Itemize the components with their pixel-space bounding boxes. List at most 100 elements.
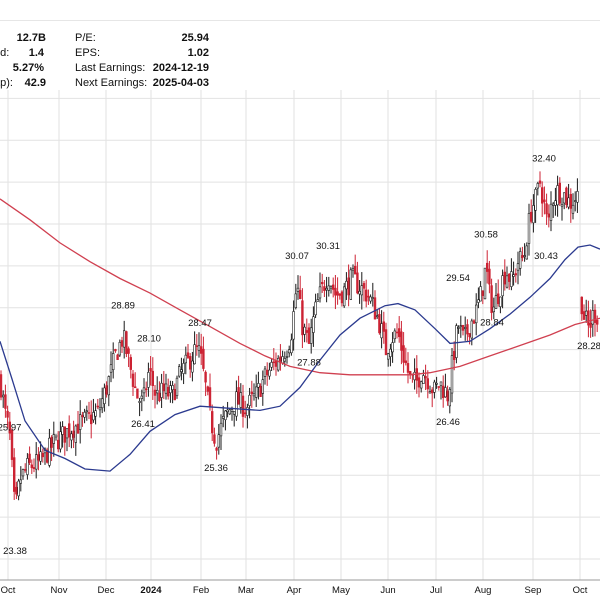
candle-body	[516, 263, 520, 271]
candle-body	[316, 299, 319, 302]
candle-body	[246, 407, 249, 416]
candle-body	[479, 286, 482, 302]
eps-label: EPS:	[75, 47, 101, 59]
candle-body	[285, 356, 289, 358]
candle-body	[507, 273, 511, 282]
candle-body	[197, 345, 201, 351]
candle-body	[331, 284, 335, 290]
candle-body	[200, 346, 203, 354]
candle-body	[142, 387, 146, 394]
candle-body	[424, 376, 427, 379]
candle-body	[1, 394, 5, 398]
x-tick-label: Jun	[380, 585, 395, 596]
candle-body	[349, 269, 352, 300]
candle-body	[6, 410, 9, 418]
candle-body	[525, 245, 529, 260]
candle-body	[26, 458, 29, 475]
candle-body	[274, 360, 278, 367]
candle-body	[290, 339, 293, 354]
candle-body	[334, 287, 337, 296]
x-tick-label: Nov	[51, 585, 68, 596]
dividend-value: 1.4	[28, 47, 44, 59]
candle-body	[474, 304, 478, 324]
header-bar	[0, 0, 600, 21]
x-tick-label: Dec	[98, 585, 115, 596]
candle-body	[536, 183, 540, 189]
candle-body	[272, 361, 275, 364]
candle-body	[580, 296, 584, 315]
candle-body	[136, 388, 139, 399]
candle-body	[228, 409, 231, 415]
candle-body	[356, 272, 359, 294]
candle-body	[340, 291, 344, 304]
candle-body	[591, 310, 595, 325]
price-annotation: 26.41	[131, 419, 155, 430]
candle-body	[15, 486, 18, 495]
candle-body	[444, 387, 447, 398]
candle-body	[360, 285, 363, 296]
candle-body	[477, 299, 480, 303]
candle-body	[85, 410, 89, 413]
candle-body	[485, 262, 489, 272]
candle-body	[503, 271, 506, 285]
candle-body	[37, 454, 40, 461]
next-earnings-value: 2025-04-03	[152, 77, 209, 89]
candle-body	[131, 373, 135, 387]
candle-body	[94, 410, 97, 417]
candle-body	[92, 412, 95, 421]
pe-label: P/E:	[75, 32, 96, 44]
candle-body	[138, 401, 141, 403]
candle-body	[184, 354, 187, 364]
candle-body	[52, 434, 56, 444]
candle-body	[235, 391, 238, 417]
candle-body	[593, 309, 597, 323]
candle-body	[301, 300, 304, 336]
stats-panel: 12.7B nd: 1.4 5.27% ap): 42.9 P/E: 25.94…	[0, 31, 600, 89]
candle-body	[287, 349, 291, 354]
candle-body	[312, 316, 315, 333]
candle-body	[158, 392, 161, 401]
candle-body	[162, 383, 165, 392]
candle-body	[70, 433, 73, 441]
candle-body	[547, 213, 551, 218]
candle-body	[303, 326, 306, 335]
candle-body	[296, 287, 300, 292]
candle-body	[72, 430, 75, 438]
price-annotation: 28.10	[137, 333, 161, 344]
candle-body	[404, 360, 407, 364]
candle-body	[589, 322, 592, 328]
price-annotation: 32.40	[532, 153, 556, 164]
candle-body	[171, 385, 174, 391]
candle-body	[259, 385, 262, 397]
candle-body	[345, 280, 348, 290]
candle-body	[395, 331, 399, 334]
candle-body	[373, 297, 377, 320]
price-annotation: 30.31	[316, 241, 340, 252]
price-annotation: 25.36	[204, 463, 228, 474]
price-annotation: 23.38	[3, 546, 27, 557]
candle-body	[397, 328, 401, 338]
candle-body	[466, 324, 469, 335]
candle-body	[435, 382, 438, 385]
candle-body	[367, 295, 370, 298]
candle-body	[400, 331, 403, 351]
candle-body	[551, 203, 555, 206]
candle-body	[490, 285, 493, 314]
next-earnings-label: Next Earnings:	[75, 77, 148, 89]
candle-body	[169, 385, 172, 394]
candle-body	[45, 449, 49, 463]
candle-body	[186, 352, 190, 358]
candle-body	[81, 415, 84, 417]
candle-body	[439, 381, 443, 387]
candle-body	[441, 385, 445, 399]
candle-body	[342, 286, 346, 307]
candle-body	[30, 464, 33, 469]
candle-body	[145, 388, 148, 391]
candle-body	[19, 479, 22, 484]
candle-body	[129, 357, 132, 370]
candle-body	[417, 377, 421, 388]
candle-body	[153, 389, 157, 396]
candle-body	[461, 324, 465, 331]
candle-body	[125, 331, 128, 355]
candle-body	[224, 410, 227, 421]
